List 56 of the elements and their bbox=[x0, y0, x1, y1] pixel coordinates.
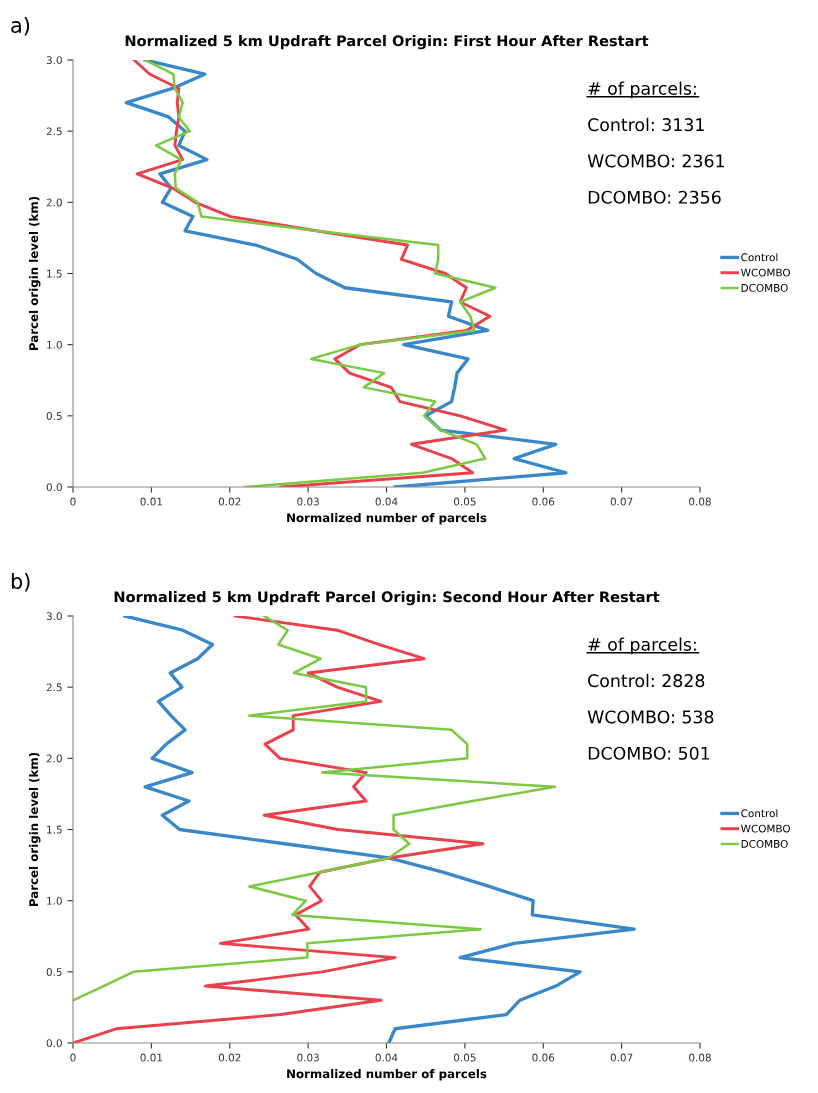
y-tick-label: 1.5 bbox=[47, 825, 62, 834]
x-tick-label: 0.01 bbox=[140, 497, 163, 506]
x-tick-label: 0.07 bbox=[610, 497, 633, 506]
legend-label: WCOMBO bbox=[741, 824, 790, 833]
chart-title: Normalized 5 km Updraft Parcel Origin: Second Hour After Restart bbox=[114, 591, 660, 606]
annotation: DCOMBO: 2356 bbox=[588, 190, 721, 204]
x-tick-label: 0.04 bbox=[375, 1053, 398, 1062]
y-tick-label: 1.0 bbox=[47, 896, 62, 905]
annotation: DCOMBO: 501 bbox=[588, 746, 710, 760]
y-tick-label: 2.0 bbox=[46, 198, 62, 207]
x-axis-title: Normalized number of parcels bbox=[287, 513, 487, 525]
legend-label: WCOMBO bbox=[741, 268, 790, 277]
x-tick-label: 0.02 bbox=[218, 1053, 241, 1062]
x-tick-label: 0.02 bbox=[218, 497, 241, 506]
x-tick-label: 0.08 bbox=[689, 497, 711, 506]
text: a) bbox=[11, 16, 30, 36]
x-tick-label: 0.05 bbox=[453, 497, 476, 506]
y-tick-label: 3.0 bbox=[46, 612, 62, 621]
y-tick-label: 3.0 bbox=[46, 56, 62, 65]
legend-label: DCOMBO bbox=[741, 283, 788, 292]
x-tick-label: 0.03 bbox=[297, 1053, 319, 1062]
y-tick-label: 2.5 bbox=[46, 127, 62, 136]
x-tick-label: 0.06 bbox=[532, 1053, 555, 1062]
text: b) bbox=[11, 572, 30, 592]
x-tick-label: 0.03 bbox=[297, 497, 319, 506]
y-tick-label: 2.5 bbox=[46, 683, 62, 692]
y-tick-label: 1.0 bbox=[47, 340, 62, 349]
x-tick-label: 0.04 bbox=[375, 497, 398, 506]
x-tick-label: 0 bbox=[70, 497, 76, 506]
y-tick-label: 0.0 bbox=[46, 1039, 62, 1048]
legend-label: Control bbox=[741, 809, 778, 818]
annotation: Control: 2828 bbox=[588, 673, 705, 688]
legend-label: DCOMBO bbox=[741, 839, 788, 848]
y-axis-title: Parcel origin level (km) bbox=[28, 196, 41, 350]
annotation: WCOMBO: 538 bbox=[587, 710, 714, 724]
x-tick-label: 0.06 bbox=[532, 497, 555, 506]
annotation: # of parcels: bbox=[588, 637, 696, 655]
legend-label: Control bbox=[741, 253, 778, 262]
annotation: # of parcels: bbox=[588, 81, 696, 99]
x-tick-label: 0.07 bbox=[610, 1053, 633, 1062]
line-series bbox=[73, 616, 557, 1002]
y-tick-label: 0.0 bbox=[46, 483, 62, 492]
x-tick-label: 0 bbox=[70, 1053, 76, 1062]
x-tick-label: 0.05 bbox=[453, 1053, 476, 1062]
annotation: Control: 3131 bbox=[588, 117, 704, 132]
y-tick-label: 0.5 bbox=[46, 412, 62, 420]
annotation: WCOMBO: 2361 bbox=[587, 154, 724, 168]
x-tick-label: 0.08 bbox=[689, 1053, 711, 1062]
y-tick-label: 1.5 bbox=[47, 269, 62, 278]
y-tick-label: 2.0 bbox=[46, 754, 62, 763]
y-tick-label: 0.5 bbox=[46, 968, 62, 976]
chart-title: Normalized 5 km Updraft Parcel Origin: First Hour After Restart bbox=[125, 35, 649, 50]
x-tick-label: 0.01 bbox=[140, 1053, 163, 1062]
x-axis-title: Normalized number of parcels bbox=[287, 1069, 487, 1081]
y-axis-title: Parcel origin level (km) bbox=[28, 752, 41, 906]
line-series bbox=[124, 60, 568, 487]
